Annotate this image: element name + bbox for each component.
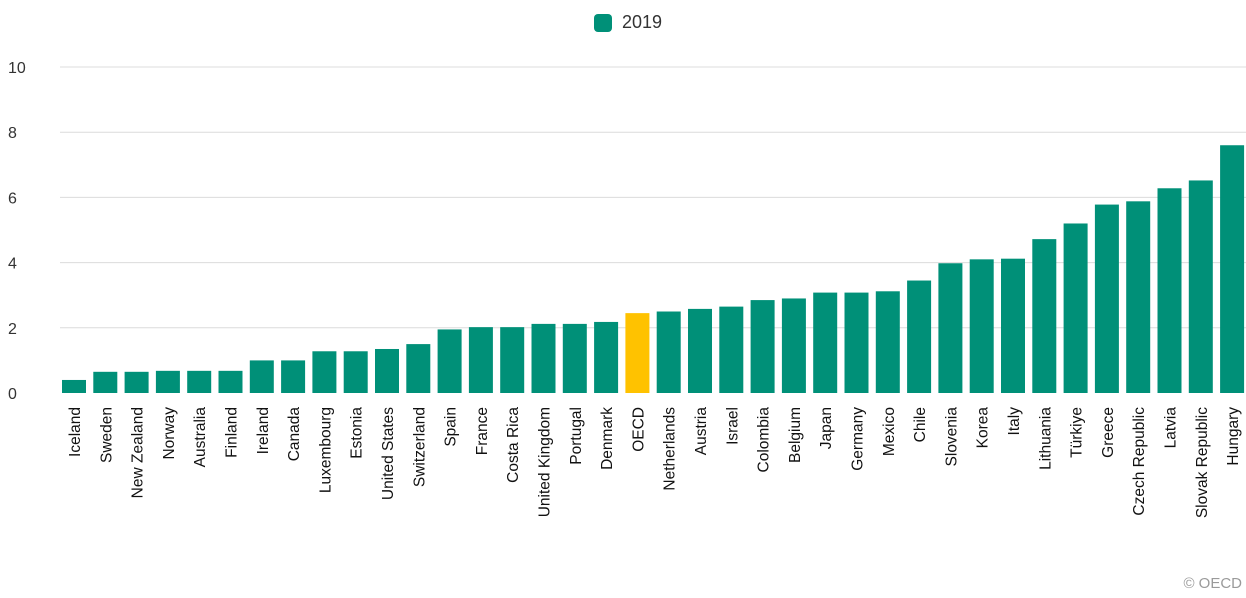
bar-iceland[interactable]: [62, 379, 86, 393]
x-tick-label: France: [474, 407, 491, 455]
bar-korea[interactable]: [969, 259, 994, 393]
y-tick-label: 10: [8, 60, 26, 77]
bar-japan[interactable]: [813, 292, 838, 393]
bar-new-zealand[interactable]: [124, 371, 149, 393]
x-tick-label: Lithuania: [1037, 407, 1054, 470]
legend[interactable]: 2019: [594, 12, 662, 33]
x-tick-label: Chile: [912, 407, 929, 442]
x-tick-label: Costa Rica: [505, 407, 522, 483]
bar-slovak-republic[interactable]: [1188, 180, 1213, 393]
x-tick-label: Switzerland: [411, 407, 428, 487]
x-tick-label: Iceland: [67, 407, 84, 457]
y-axis-ticks: 0 2 4 6 8 10: [8, 60, 26, 403]
bar-switzerland[interactable]: [406, 344, 431, 393]
x-tick-label: Australia: [192, 407, 209, 468]
x-tick-label: Colombia: [756, 407, 773, 473]
y-tick-label: 2: [8, 321, 17, 338]
bar-israel[interactable]: [719, 306, 744, 393]
x-tick-label: Mexico: [881, 407, 898, 456]
x-tick-label: Canada: [286, 407, 303, 462]
bar-ireland[interactable]: [249, 360, 274, 393]
x-tick-label: Finland: [224, 407, 241, 458]
bar-norway[interactable]: [155, 370, 180, 393]
bar-france[interactable]: [468, 327, 493, 393]
x-tick-label: Greece: [1100, 407, 1117, 458]
x-tick-label: Sweden: [98, 407, 115, 463]
credit-text: © OECD: [1183, 575, 1242, 592]
bar-czech-republic[interactable]: [1126, 201, 1151, 393]
x-tick-label: Norway: [161, 407, 178, 460]
y-tick-label: 6: [8, 190, 17, 207]
bar-colombia[interactable]: [750, 300, 775, 393]
x-tick-label: Portugal: [568, 407, 585, 465]
bar-australia[interactable]: [187, 370, 212, 393]
legend-label: 2019: [622, 12, 663, 32]
bar-portugal[interactable]: [562, 323, 587, 393]
bar-luxembourg[interactable]: [312, 351, 337, 393]
bar-latvia[interactable]: [1157, 188, 1182, 393]
bar-germany[interactable]: [844, 292, 869, 393]
x-tick-label: Slovak Republic: [1194, 407, 1211, 518]
x-tick-label: Hungary: [1225, 407, 1242, 466]
bar-sweden[interactable]: [93, 371, 118, 393]
bar-t-rkiye[interactable]: [1063, 223, 1088, 393]
bar-netherlands[interactable]: [656, 311, 681, 394]
x-axis-ticks: Iceland Sweden New Zealand Norway Australia F…: [67, 407, 1242, 519]
bar-spain[interactable]: [437, 329, 462, 393]
y-tick-label: 8: [8, 125, 17, 142]
bar-costa-rica[interactable]: [500, 327, 525, 393]
legend-swatch: [594, 13, 612, 32]
bar-canada[interactable]: [281, 360, 306, 393]
bar-united-kingdom[interactable]: [531, 323, 556, 393]
bar-austria[interactable]: [688, 308, 712, 393]
bar-lithuania[interactable]: [1032, 239, 1057, 393]
bars: [62, 145, 1245, 394]
bar-mexico[interactable]: [875, 291, 900, 393]
bar-hungary[interactable]: [1220, 145, 1245, 393]
x-tick-label: Germany: [850, 407, 867, 471]
bar-belgium[interactable]: [781, 298, 806, 393]
bar-united-states[interactable]: [375, 348, 399, 393]
x-tick-label: Netherlands: [662, 407, 679, 491]
bar-denmark[interactable]: [594, 321, 619, 393]
x-tick-label: OECD: [630, 407, 647, 452]
x-tick-label: Estonia: [349, 407, 366, 459]
x-tick-label: United Kingdom: [537, 407, 554, 517]
x-tick-label: Luxembourg: [317, 407, 334, 493]
x-tick-label: Austria: [693, 407, 710, 456]
bar-slovenia[interactable]: [938, 263, 963, 393]
bar-finland[interactable]: [218, 370, 243, 393]
x-tick-label: United States: [380, 407, 397, 500]
x-tick-label: Ireland: [255, 407, 272, 454]
x-tick-label: Belgium: [787, 407, 804, 463]
bar-greece[interactable]: [1094, 204, 1119, 393]
bar-estonia[interactable]: [343, 351, 368, 393]
x-tick-label: Italy: [1006, 407, 1023, 436]
bar-italy[interactable]: [1001, 258, 1025, 393]
x-tick-label: Japan: [818, 407, 835, 449]
x-tick-label: Israel: [724, 407, 741, 445]
bar-chile[interactable]: [907, 280, 932, 393]
x-tick-label: Latvia: [1163, 407, 1180, 449]
y-tick-label: 4: [8, 256, 17, 273]
x-tick-label: Slovenia: [943, 407, 960, 467]
x-tick-label: New Zealand: [130, 407, 147, 498]
y-tick-label: 0: [8, 386, 17, 403]
bar-oecd[interactable]: [625, 313, 650, 393]
x-tick-label: Korea: [975, 407, 992, 449]
x-tick-label: Spain: [443, 407, 460, 447]
x-tick-label: Türkiye: [1069, 407, 1086, 458]
x-tick-label: Czech Republic: [1131, 407, 1148, 516]
x-tick-label: Denmark: [599, 407, 616, 470]
